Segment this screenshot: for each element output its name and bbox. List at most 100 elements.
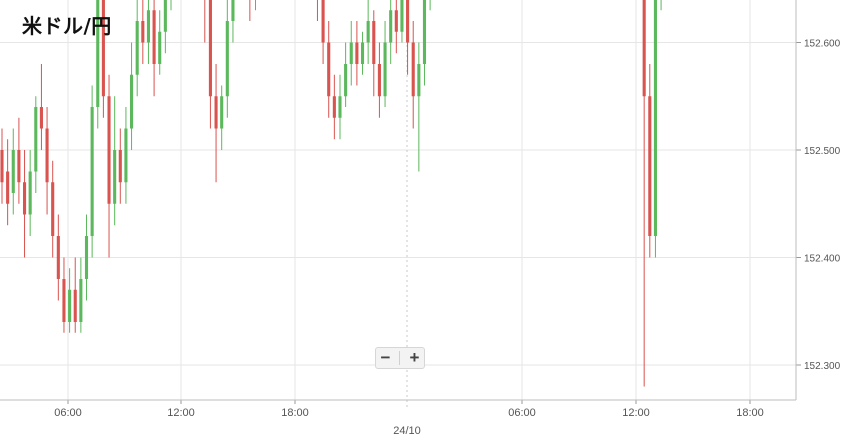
candle-body (411, 42, 415, 97)
y-tick-label: 152.500 (804, 146, 841, 157)
candle-body (84, 236, 89, 279)
candle (107, 74, 111, 258)
candle-body (648, 96, 652, 236)
candle-body (377, 64, 381, 97)
zoom-control: − + (375, 347, 425, 369)
candle-body (124, 128, 128, 183)
candle-body (101, 0, 105, 97)
candle-body (344, 64, 348, 97)
candle (163, 0, 167, 54)
candle-body (417, 64, 421, 97)
candle (79, 257, 83, 333)
candle (68, 268, 72, 333)
candle (355, 21, 359, 86)
x-tick-label: 18:00 (281, 407, 309, 419)
candle (642, 0, 646, 387)
candle-body (130, 74, 134, 129)
candle (249, 0, 251, 21)
candle (653, 0, 657, 258)
candle-body (17, 150, 21, 183)
candle-body (152, 10, 156, 64)
candle (34, 96, 38, 193)
chart-title: 米ドル/円 (22, 14, 112, 38)
candle (389, 0, 393, 64)
candle-body (96, 0, 100, 107)
candle (231, 0, 235, 43)
candle (417, 42, 421, 172)
candle (101, 0, 105, 118)
candle-body (118, 150, 122, 183)
candle-body (406, 0, 410, 43)
candle-body (383, 42, 387, 97)
candle (0, 128, 4, 204)
candle-body (349, 42, 353, 64)
candle (56, 214, 60, 301)
candle-body (56, 236, 60, 279)
candle-body (68, 289, 72, 322)
candle (84, 214, 89, 301)
candle (225, 0, 229, 118)
candle (28, 150, 32, 236)
candle-body (321, 0, 325, 43)
zoom-in-button[interactable]: + (409, 348, 420, 367)
candle (327, 21, 331, 118)
candle (73, 257, 77, 333)
candle (377, 42, 381, 118)
candle-body (141, 21, 145, 43)
candle-body (51, 182, 55, 236)
date-label: 24/10 (393, 425, 421, 437)
candle-body (225, 21, 229, 97)
candle (45, 107, 49, 215)
candle (208, 0, 212, 129)
candle-body (422, 0, 427, 64)
candle-body (394, 10, 398, 32)
candle-body (158, 31, 162, 64)
candle (372, 10, 376, 97)
candle (96, 0, 100, 129)
y-tick-label: 152.400 (804, 254, 841, 265)
candle (648, 64, 652, 258)
candle-body (135, 21, 139, 75)
candle-body (332, 96, 336, 118)
candle-body (642, 0, 646, 97)
candle-body (34, 107, 38, 172)
candle (146, 0, 151, 64)
candle-body (113, 150, 117, 204)
candle-body (146, 10, 151, 43)
candle-body (0, 150, 4, 183)
candle-body (28, 171, 32, 215)
candle (6, 139, 10, 226)
y-tick-label: 152.600 (804, 39, 841, 50)
candle (406, 0, 410, 75)
candle-body (220, 96, 224, 129)
candle (90, 85, 94, 258)
candle-body (653, 0, 657, 236)
candle (316, 0, 318, 21)
x-tick-label: 06:00 (54, 407, 82, 419)
candle-body (231, 0, 235, 21)
candle (394, 0, 398, 54)
candle-body (389, 10, 393, 43)
candle-body (107, 96, 111, 204)
candle (383, 21, 387, 107)
x-tick-label: 06:00 (508, 407, 536, 419)
candle (62, 257, 66, 333)
candle-body (366, 21, 370, 43)
candle (360, 31, 365, 75)
candle (422, 0, 427, 86)
candle-body (39, 107, 43, 129)
candle (344, 42, 348, 107)
x-tick-label: 18:00 (736, 407, 764, 419)
candle (321, 0, 325, 64)
candle-body (62, 279, 66, 322)
zoom-out-button[interactable]: − (380, 348, 391, 367)
candle-body (163, 0, 167, 32)
candle (220, 85, 224, 150)
candle (152, 0, 156, 97)
candle (366, 0, 370, 64)
candle (130, 42, 134, 150)
candle (113, 96, 117, 226)
zoom-divider (399, 351, 401, 365)
